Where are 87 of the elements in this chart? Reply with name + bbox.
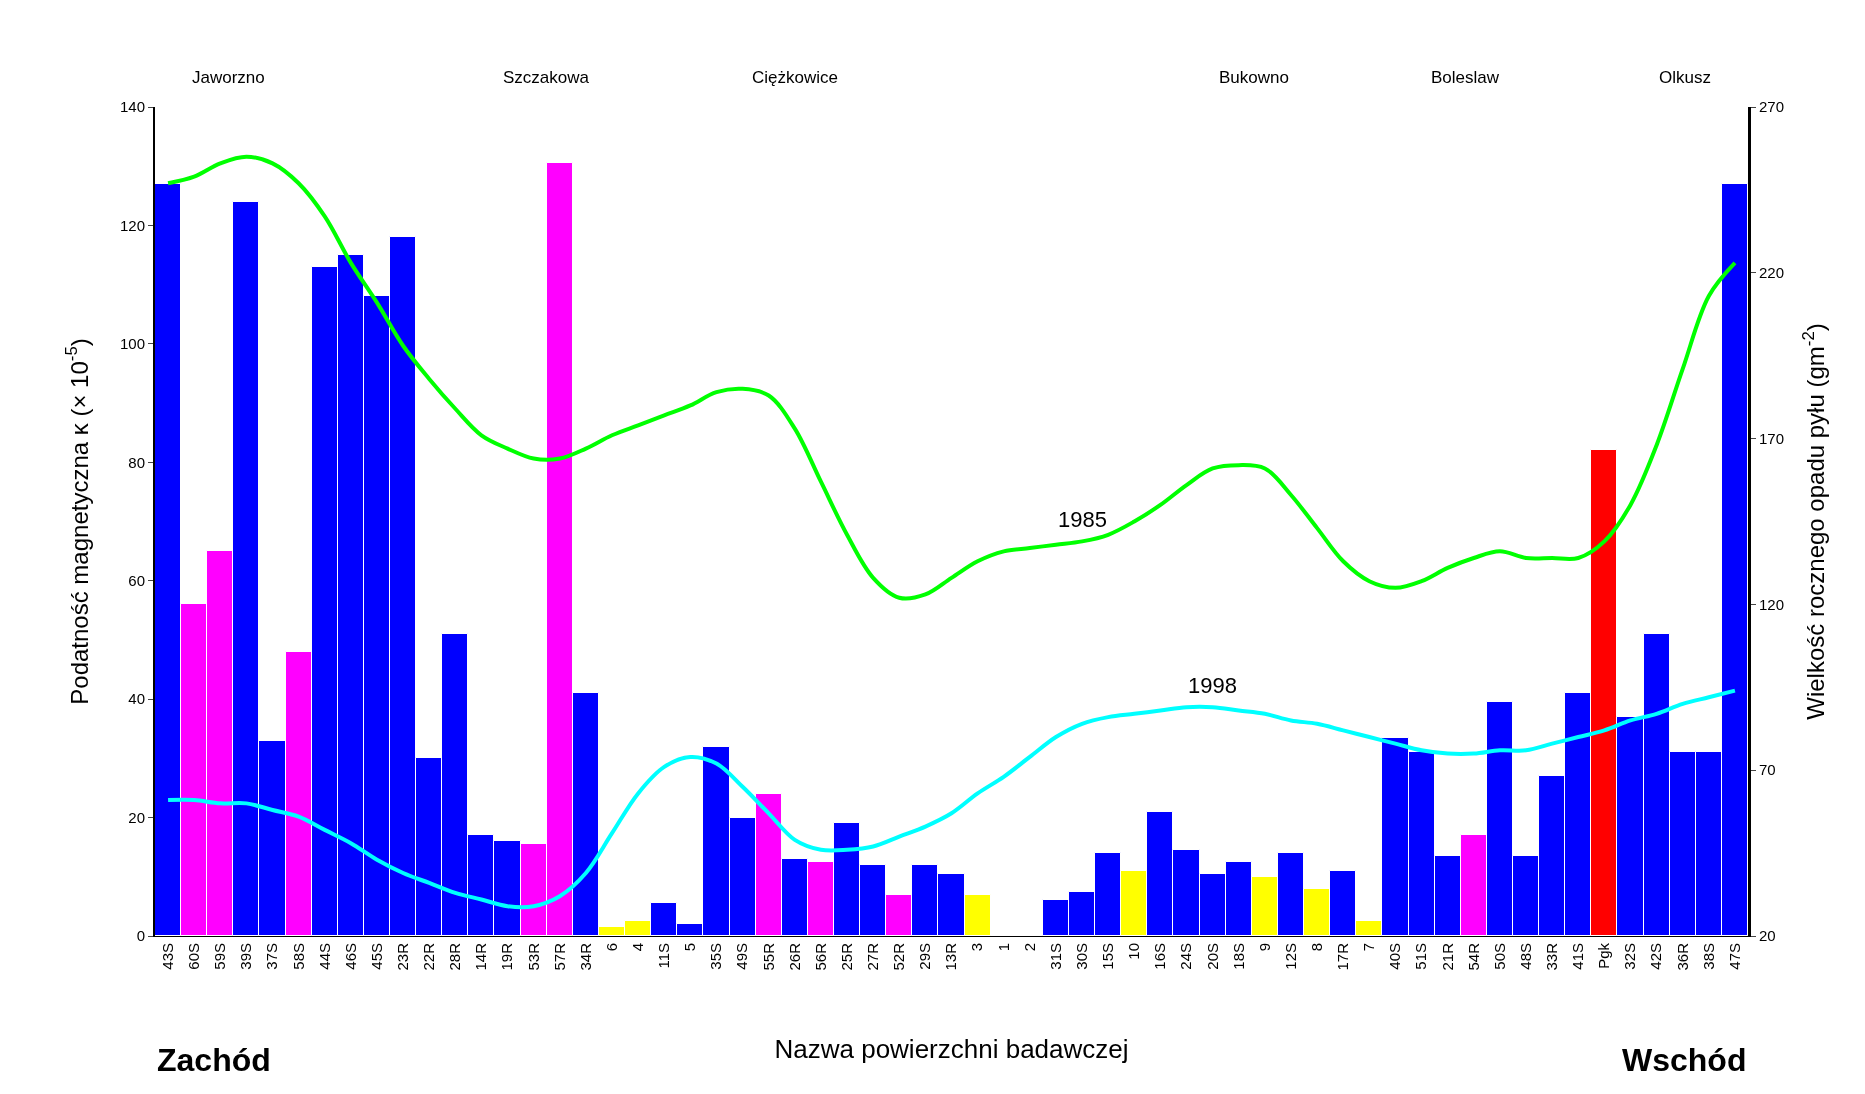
series-label: 1985 [1058, 507, 1107, 532]
x-tick-label: 27R [864, 942, 882, 971]
x-tick-label: 42S [1647, 943, 1665, 970]
x-tick-label: Pgk [1595, 942, 1613, 969]
x-tick-label: 5 [681, 943, 699, 952]
series-label: 1998 [1188, 673, 1237, 698]
x-tick-label: 9 [1255, 943, 1273, 952]
text: Szczakowa [503, 68, 590, 87]
x-tick-label: 29S [916, 943, 934, 970]
x-tick-label: 47S [1725, 943, 1743, 970]
x-tick-label: 2 [1020, 943, 1038, 952]
x-tick-label: 23R [393, 942, 411, 971]
x-tick-label: 32S [1621, 943, 1639, 970]
text: Boleslaw [1431, 68, 1500, 87]
x-tick-label: 41S [1569, 943, 1587, 970]
x-tick-label: 17R [1334, 942, 1352, 971]
text: Olkusz [1659, 68, 1711, 87]
x-tick-label: 10 [1125, 943, 1143, 960]
x-tick-label: 21R [1438, 942, 1456, 971]
x-tick-label: 14R [472, 942, 490, 971]
x-tick-label: 50S [1490, 943, 1508, 970]
text: Bukowno [1219, 68, 1289, 87]
text: Zachód [157, 1042, 271, 1078]
x-tick-label: 12S [1281, 943, 1299, 970]
x-tick-label: 51S [1412, 943, 1430, 970]
y-tick-label: 60 [128, 571, 145, 589]
x-tick-label: 33R [1543, 942, 1561, 971]
x-tick-label: 28R [446, 942, 464, 971]
x-tick-label: 36R [1673, 942, 1691, 971]
line-series [166, 154, 1737, 600]
x-tick-label: 52R [890, 942, 908, 971]
x-tick-label: 13R [942, 942, 960, 971]
x-tick-label: 20S [1203, 943, 1221, 970]
x-tick-label: 24S [1177, 943, 1195, 970]
x-tick-label: 7 [1360, 943, 1378, 952]
y-tick-label: 40 [128, 690, 145, 708]
y-tick-label: 0 [136, 927, 145, 945]
y2-tick-label: 120 [1759, 595, 1785, 613]
x-tick-label: 46S [341, 943, 359, 970]
x-tick-label: 34R [576, 942, 594, 971]
x-tick-label: 26R [785, 942, 803, 971]
x-tick-label: 38S [1699, 943, 1717, 970]
text: Wschód [1622, 1042, 1747, 1078]
x-tick-label: 25R [837, 942, 855, 971]
x-tick-label: 4 [628, 943, 646, 952]
x-tick-label: 57R [550, 942, 568, 971]
x-tick-label: 1 [994, 943, 1012, 952]
x-tick-label: 54R [1464, 942, 1482, 971]
y-tick-label: 120 [119, 216, 145, 234]
y-tick-label: 100 [119, 335, 145, 353]
x-tick-label: 53R [524, 942, 542, 971]
x-tick-label: 43S [158, 943, 176, 970]
text: Ciężkowice [752, 68, 838, 87]
x-tick-label: 11S [655, 943, 673, 969]
text: Jaworzno [192, 68, 265, 87]
x-tick-label: 55R [759, 942, 777, 971]
x-tick-label: 18S [1229, 943, 1247, 970]
x-tick-label: 22R [420, 942, 438, 971]
x-tick-label: 15S [1099, 943, 1117, 970]
x-tick-label: 3 [968, 943, 986, 952]
x-axis-title: Nazwa powierzchni badawczej [774, 1034, 1129, 1065]
y-tick-label: 140 [119, 98, 145, 116]
x-tick-label: 31S [1046, 943, 1064, 970]
x-tick-label: 45S [367, 943, 385, 970]
x-tick-label: 30S [1072, 943, 1090, 970]
x-tick-label: 49S [733, 943, 751, 970]
x-tick-label: 8 [1307, 943, 1325, 952]
x-tick-label: 6 [602, 943, 620, 952]
x-tick-label: 48S [1516, 943, 1534, 970]
y-tick-label: 20 [128, 808, 145, 826]
y2-tick-label: 170 [1759, 429, 1785, 447]
x-tick-label: 58S [289, 943, 307, 970]
x-tick-label: 40S [1386, 943, 1404, 970]
y2-tick-label: 20 [1759, 927, 1776, 945]
x-tick-label: 39S [237, 943, 255, 970]
y2-tick-label: 220 [1759, 264, 1785, 282]
x-tick-label: 35S [707, 943, 725, 970]
x-tick-label: 37S [263, 943, 281, 970]
y2-tick-label: 70 [1759, 761, 1776, 779]
y2-tick-label: 270 [1759, 98, 1785, 116]
x-tick-label: 16S [1151, 943, 1169, 970]
x-tick-label: 60S [185, 943, 203, 970]
x-tick-label: 59S [211, 943, 229, 970]
x-tick-label: 44S [315, 943, 333, 970]
y-tick-label: 80 [128, 453, 145, 471]
x-tick-label: 19R [498, 942, 516, 971]
x-tick-label: 56R [811, 942, 829, 971]
